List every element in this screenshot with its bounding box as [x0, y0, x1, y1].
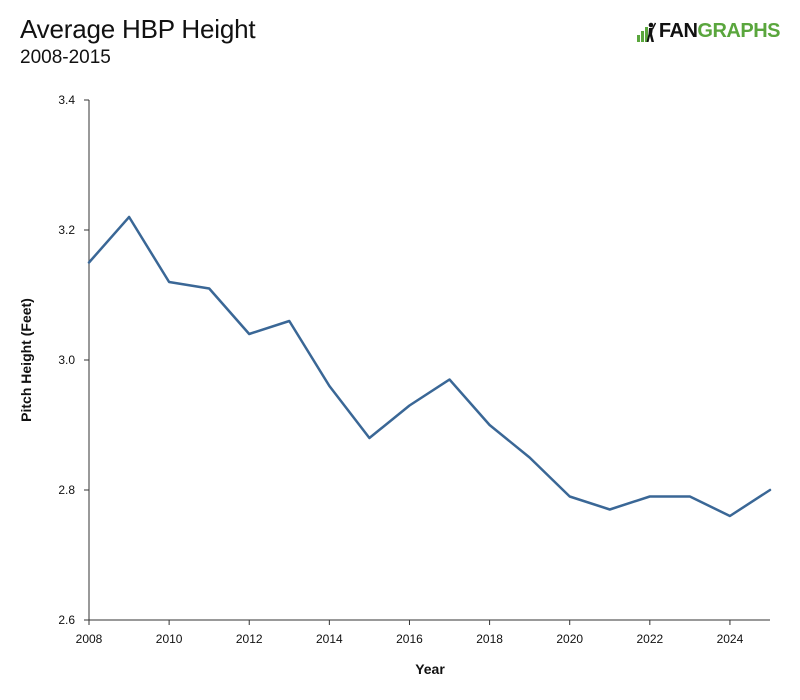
- fangraphs-logo-icon: [636, 22, 656, 42]
- chart-ticks: 2.6 2.8 3.0 3.2 3.4 2008 2010 2012 2014 2016 2018 2…: [58, 93, 743, 646]
- y-tick-label: 3.4: [58, 93, 75, 107]
- chart-axes: [88, 100, 770, 621]
- fangraphs-logo: FAN GRAPHS: [636, 20, 780, 43]
- y-tick-label: 3.2: [58, 223, 75, 237]
- x-tick-label: 2018: [476, 632, 503, 646]
- x-tick-label: 2008: [76, 632, 103, 646]
- x-tick-label: 2024: [717, 632, 744, 646]
- y-tick-label: 3.0: [58, 353, 75, 367]
- y-tick-label: 2.6: [58, 613, 75, 627]
- x-axis-title: Year: [415, 661, 445, 677]
- chart-subtitle: 2008-2015: [20, 47, 111, 68]
- x-tick-label: 2012: [236, 632, 263, 646]
- y-axis-title: Pitch Height (Feet): [18, 298, 34, 422]
- chart-series: [87, 215, 772, 518]
- x-tick-label: 2014: [316, 632, 343, 646]
- x-tick-label: 2020: [556, 632, 583, 646]
- logo-text-graphs: GRAPHS: [697, 20, 780, 42]
- series-line-0: [87, 215, 772, 518]
- chart-title: Average HBP Height: [20, 14, 256, 44]
- x-tick-label: 2016: [396, 632, 423, 646]
- logo-text-fan: FAN: [658, 20, 698, 42]
- x-tick-label: 2010: [156, 632, 183, 646]
- x-tick-label: 2022: [636, 632, 663, 646]
- y-tick-label: 2.8: [58, 483, 75, 497]
